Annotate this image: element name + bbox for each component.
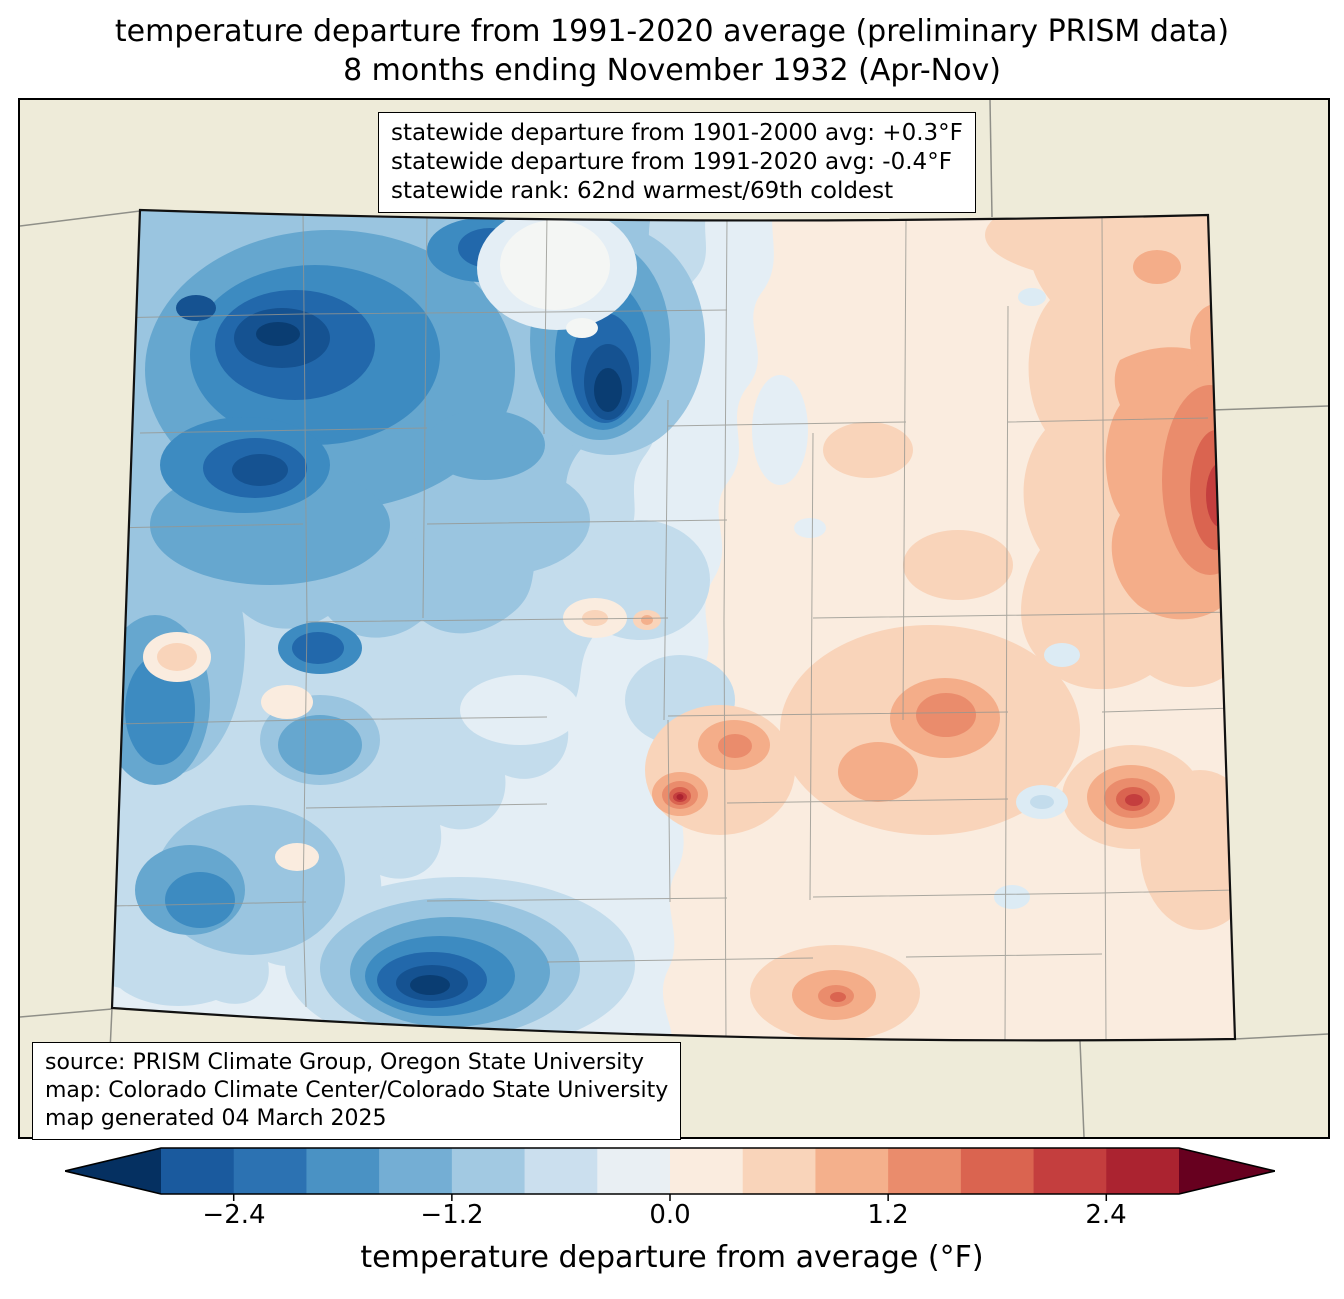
- statewide-stats-box: statewide departure from 1901-2000 avg: …: [378, 112, 976, 213]
- colorbar-tick-marks: [232, 1194, 1108, 1201]
- title-line-2: 8 months ending November 1932 (Apr-Nov): [343, 53, 1001, 88]
- source-line-2: map: Colorado Climate Center/Colorado St…: [45, 1078, 669, 1103]
- source-line-1: source: PRISM Climate Group, Oregon Stat…: [45, 1050, 645, 1075]
- colorbar-tick-label: 2.4: [1085, 1200, 1127, 1230]
- colorado-outline: [110, 208, 1237, 1042]
- title-line-1: temperature departure from 1991-2020 ave…: [114, 14, 1230, 49]
- colorbar-segments: [161, 1148, 1180, 1194]
- colorbar-left-arrow: [65, 1148, 161, 1194]
- temperature-contours: [112, 210, 1235, 1041]
- source-line-3: map generated 04 March 2025: [45, 1106, 387, 1131]
- stats-line-1: statewide departure from 1901-2000 avg: …: [391, 120, 963, 146]
- colorbar-axis-label: temperature departure from average (°F): [360, 1240, 984, 1275]
- colorbar-tick-label: 0.0: [649, 1200, 691, 1230]
- county-borders: [112, 210, 1235, 1041]
- colorbar-tick-label: 1.2: [867, 1200, 909, 1230]
- source-box: source: PRISM Climate Group, Oregon Stat…: [32, 1042, 682, 1140]
- figure-title: temperature departure from 1991-2020 ave…: [0, 12, 1344, 90]
- colorbar-tick-label: −1.2: [420, 1200, 484, 1230]
- colorbar-right-arrow: [1179, 1148, 1275, 1194]
- stats-line-2: statewide departure from 1991-2020 avg: …: [391, 149, 952, 175]
- colorbar-tick-label: −2.4: [202, 1200, 266, 1230]
- map-axes: statewide departure from 1901-2000 avg: …: [18, 98, 1330, 1140]
- west-warm-spots: [143, 598, 661, 871]
- east-cool-spots: [994, 288, 1080, 909]
- colorado-temperature-map: [20, 100, 1328, 1137]
- stats-line-3: statewide rank: 62nd warmest/69th coldes…: [391, 178, 894, 204]
- colorbar: [64, 1146, 1276, 1204]
- white-pocket: [460, 210, 650, 880]
- colorbar-outline: [64, 1147, 1276, 1195]
